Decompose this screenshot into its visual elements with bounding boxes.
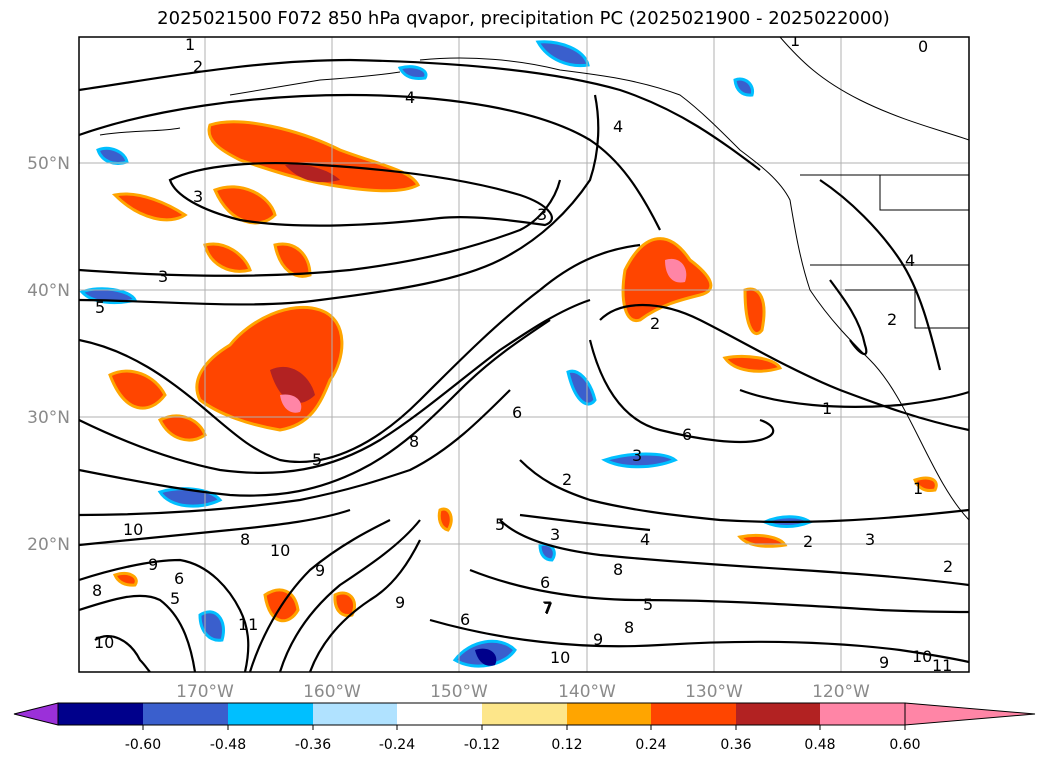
colorbar-swatch [143,703,228,725]
colorbar-tick-label: 0.48 [804,737,835,753]
colorbar: -0.60 -0.48 -0.36 -0.24 -0.12 0.12 0.24 … [13,702,1036,753]
contour-label: 10 [912,647,932,666]
colorbar-swatch [820,703,905,725]
coastlines [99,37,969,521]
contour-label: 3 [193,187,203,206]
contour-label: 4 [405,88,415,107]
contour-label: 9 [593,630,603,649]
lon-tick-label: 130°W [685,682,743,702]
colorbar-swatch [58,703,143,725]
map-frame [78,36,970,673]
graticule [79,37,969,672]
contour-label: 3 [865,530,875,549]
lat-tick-label: 20°N [27,535,70,555]
contour-label: 1 [822,399,832,418]
contour-label: 3 [158,267,168,286]
contour-label: 9 [148,555,158,574]
contour-label: 8 [624,618,634,637]
colorbar-tick-label: -0.24 [379,737,415,753]
colorbar-swatch [313,703,397,725]
latitude-labels: 50°N 40°N 30°N 20°N [27,154,70,555]
colorbar-swatch [567,703,651,725]
contour-label: 7 [542,598,552,617]
contour-label: 8 [613,560,623,579]
contour-label: 1 [913,479,923,498]
colorbar-tick-label: -0.48 [210,737,246,753]
contour-label: 2 [943,557,953,576]
contour-label: 6 [460,610,470,629]
contour-label: 10 [270,541,290,560]
contour-label: 5 [312,450,322,469]
contour-label: 11 [238,615,258,634]
lon-tick-label: 160°W [303,682,361,702]
contour-label: 2 [650,314,660,333]
contour-labels: 1 2 4 3 3 5 3 5 4 2 1 0 4 2 1 6 8 10 9 6… [92,31,953,675]
colorbar-swatch [228,703,313,725]
colorbar-swatch [482,703,567,725]
contour-label: 2 [562,470,572,489]
contour-label: 1 [185,35,195,54]
contour-label: 8 [409,432,419,451]
contour-label: 6 [540,573,550,592]
contour-label: 4 [905,251,915,270]
contour-label: 8 [240,530,250,549]
colorbar-extend-low [13,702,59,726]
colorbar-tick-label: 0.36 [720,737,751,753]
map-title: 2025021500 F072 850 hPa qvapor, precipit… [157,8,890,29]
lon-tick-label: 140°W [558,682,616,702]
contour-label: 2 [887,310,897,329]
colorbar-tick-label: 0.12 [551,737,582,753]
lat-tick-label: 50°N [27,154,70,174]
contour-label: 8 [92,581,102,600]
longitude-labels: 170°W 160°W 150°W 140°W 130°W 120°W [176,682,870,702]
lat-tick-label: 30°N [27,408,70,428]
contour-label: 5 [95,298,105,317]
contour-label: 4 [613,117,623,136]
contour-label: 6 [512,403,522,422]
contour-label: 3 [550,525,560,544]
colorbar-tick-label: 0.24 [635,737,666,753]
lon-tick-label: 170°W [176,682,234,702]
lon-tick-label: 120°W [812,682,870,702]
colorbar-tick-label: -0.60 [125,737,161,753]
lat-tick-label: 40°N [27,281,70,301]
contour-label: 0 [918,37,928,56]
precip-positive-shading [108,120,938,623]
contour-label: 11 [932,656,952,675]
contour-label: 2 [803,532,813,551]
contour-label: 10 [550,648,570,667]
contour-label: 5 [643,595,653,614]
contour-label: 9 [315,561,325,580]
qvapor-contours [79,58,969,672]
colorbar-tick-label: 0.60 [889,737,920,753]
contour-label: 10 [94,633,114,652]
contour-label: 7 [543,599,553,618]
contour-label: 6 [682,425,692,444]
colorbar-tick-label: -0.36 [295,737,331,753]
contour-label: 3 [632,446,642,465]
colorbar-swatch [397,703,482,725]
contour-label: 3 [537,205,547,224]
lon-tick-label: 150°W [430,682,488,702]
contour-label: 1 [790,31,800,50]
contour-label: 5 [170,589,180,608]
contour-label: 9 [395,593,405,612]
colorbar-tick-label: -0.12 [464,737,500,753]
colorbar-swatch [651,703,736,725]
contour-label: 5 [495,515,505,534]
contour-label: 2 [193,57,203,76]
contour-label: 9 [879,653,889,672]
contour-label: 6 [174,569,184,588]
colorbar-ticks [142,725,906,730]
contour-label: 10 [123,520,143,539]
colorbar-extend-high [904,702,1036,726]
contour-label: 4 [640,530,650,549]
colorbar-swatch [736,703,820,725]
